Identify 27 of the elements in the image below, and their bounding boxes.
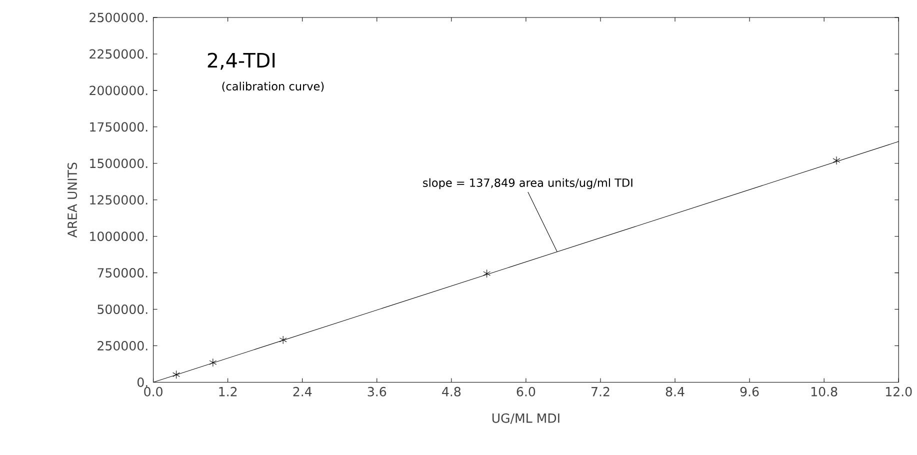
- text: (calibration curve): [222, 82, 324, 92]
- x-tick-label: 3.6: [368, 386, 386, 396]
- x-tick-label: 0.0: [144, 386, 162, 396]
- y-tick-label: 1250000.: [90, 195, 148, 205]
- x-tick-label: 6.0: [516, 386, 536, 396]
- y-tick-label: 1500000.: [90, 158, 148, 168]
- x-tick-label: 12.0: [886, 386, 912, 396]
- annotation: slope = 137,849 area units/ug/ml TDI: [423, 178, 632, 190]
- y-tick-label: 1000000.: [90, 232, 148, 242]
- x-tick-label: 1.2: [219, 386, 237, 396]
- text: 2,4-TDI: [208, 52, 275, 70]
- y-tick-label: 2500000.: [90, 12, 148, 22]
- y-tick-label: 500000.: [98, 304, 148, 314]
- x-tick-label: 2.4: [293, 386, 312, 396]
- y-tick-label: 750000.: [98, 268, 148, 278]
- x-tick-label: 4.8: [442, 386, 461, 396]
- y-tick-label: 0.: [137, 378, 148, 388]
- y-tick-label: 2000000.: [90, 86, 148, 96]
- y-tick-label: 1750000.: [90, 122, 148, 132]
- x-axis-title: UG/ML MDI: [492, 413, 560, 424]
- y-tick-label: 2250000.: [90, 49, 148, 59]
- y-axis-title: AREA UNITS: [68, 162, 78, 238]
- y-tick-label: 250000.: [98, 341, 148, 351]
- x-tick-label: 8.4: [666, 386, 684, 396]
- x-tick-label: 7.2: [592, 386, 610, 396]
- x-tick-label: 9.6: [740, 386, 759, 396]
- x-tick-label: 10.8: [811, 386, 838, 396]
